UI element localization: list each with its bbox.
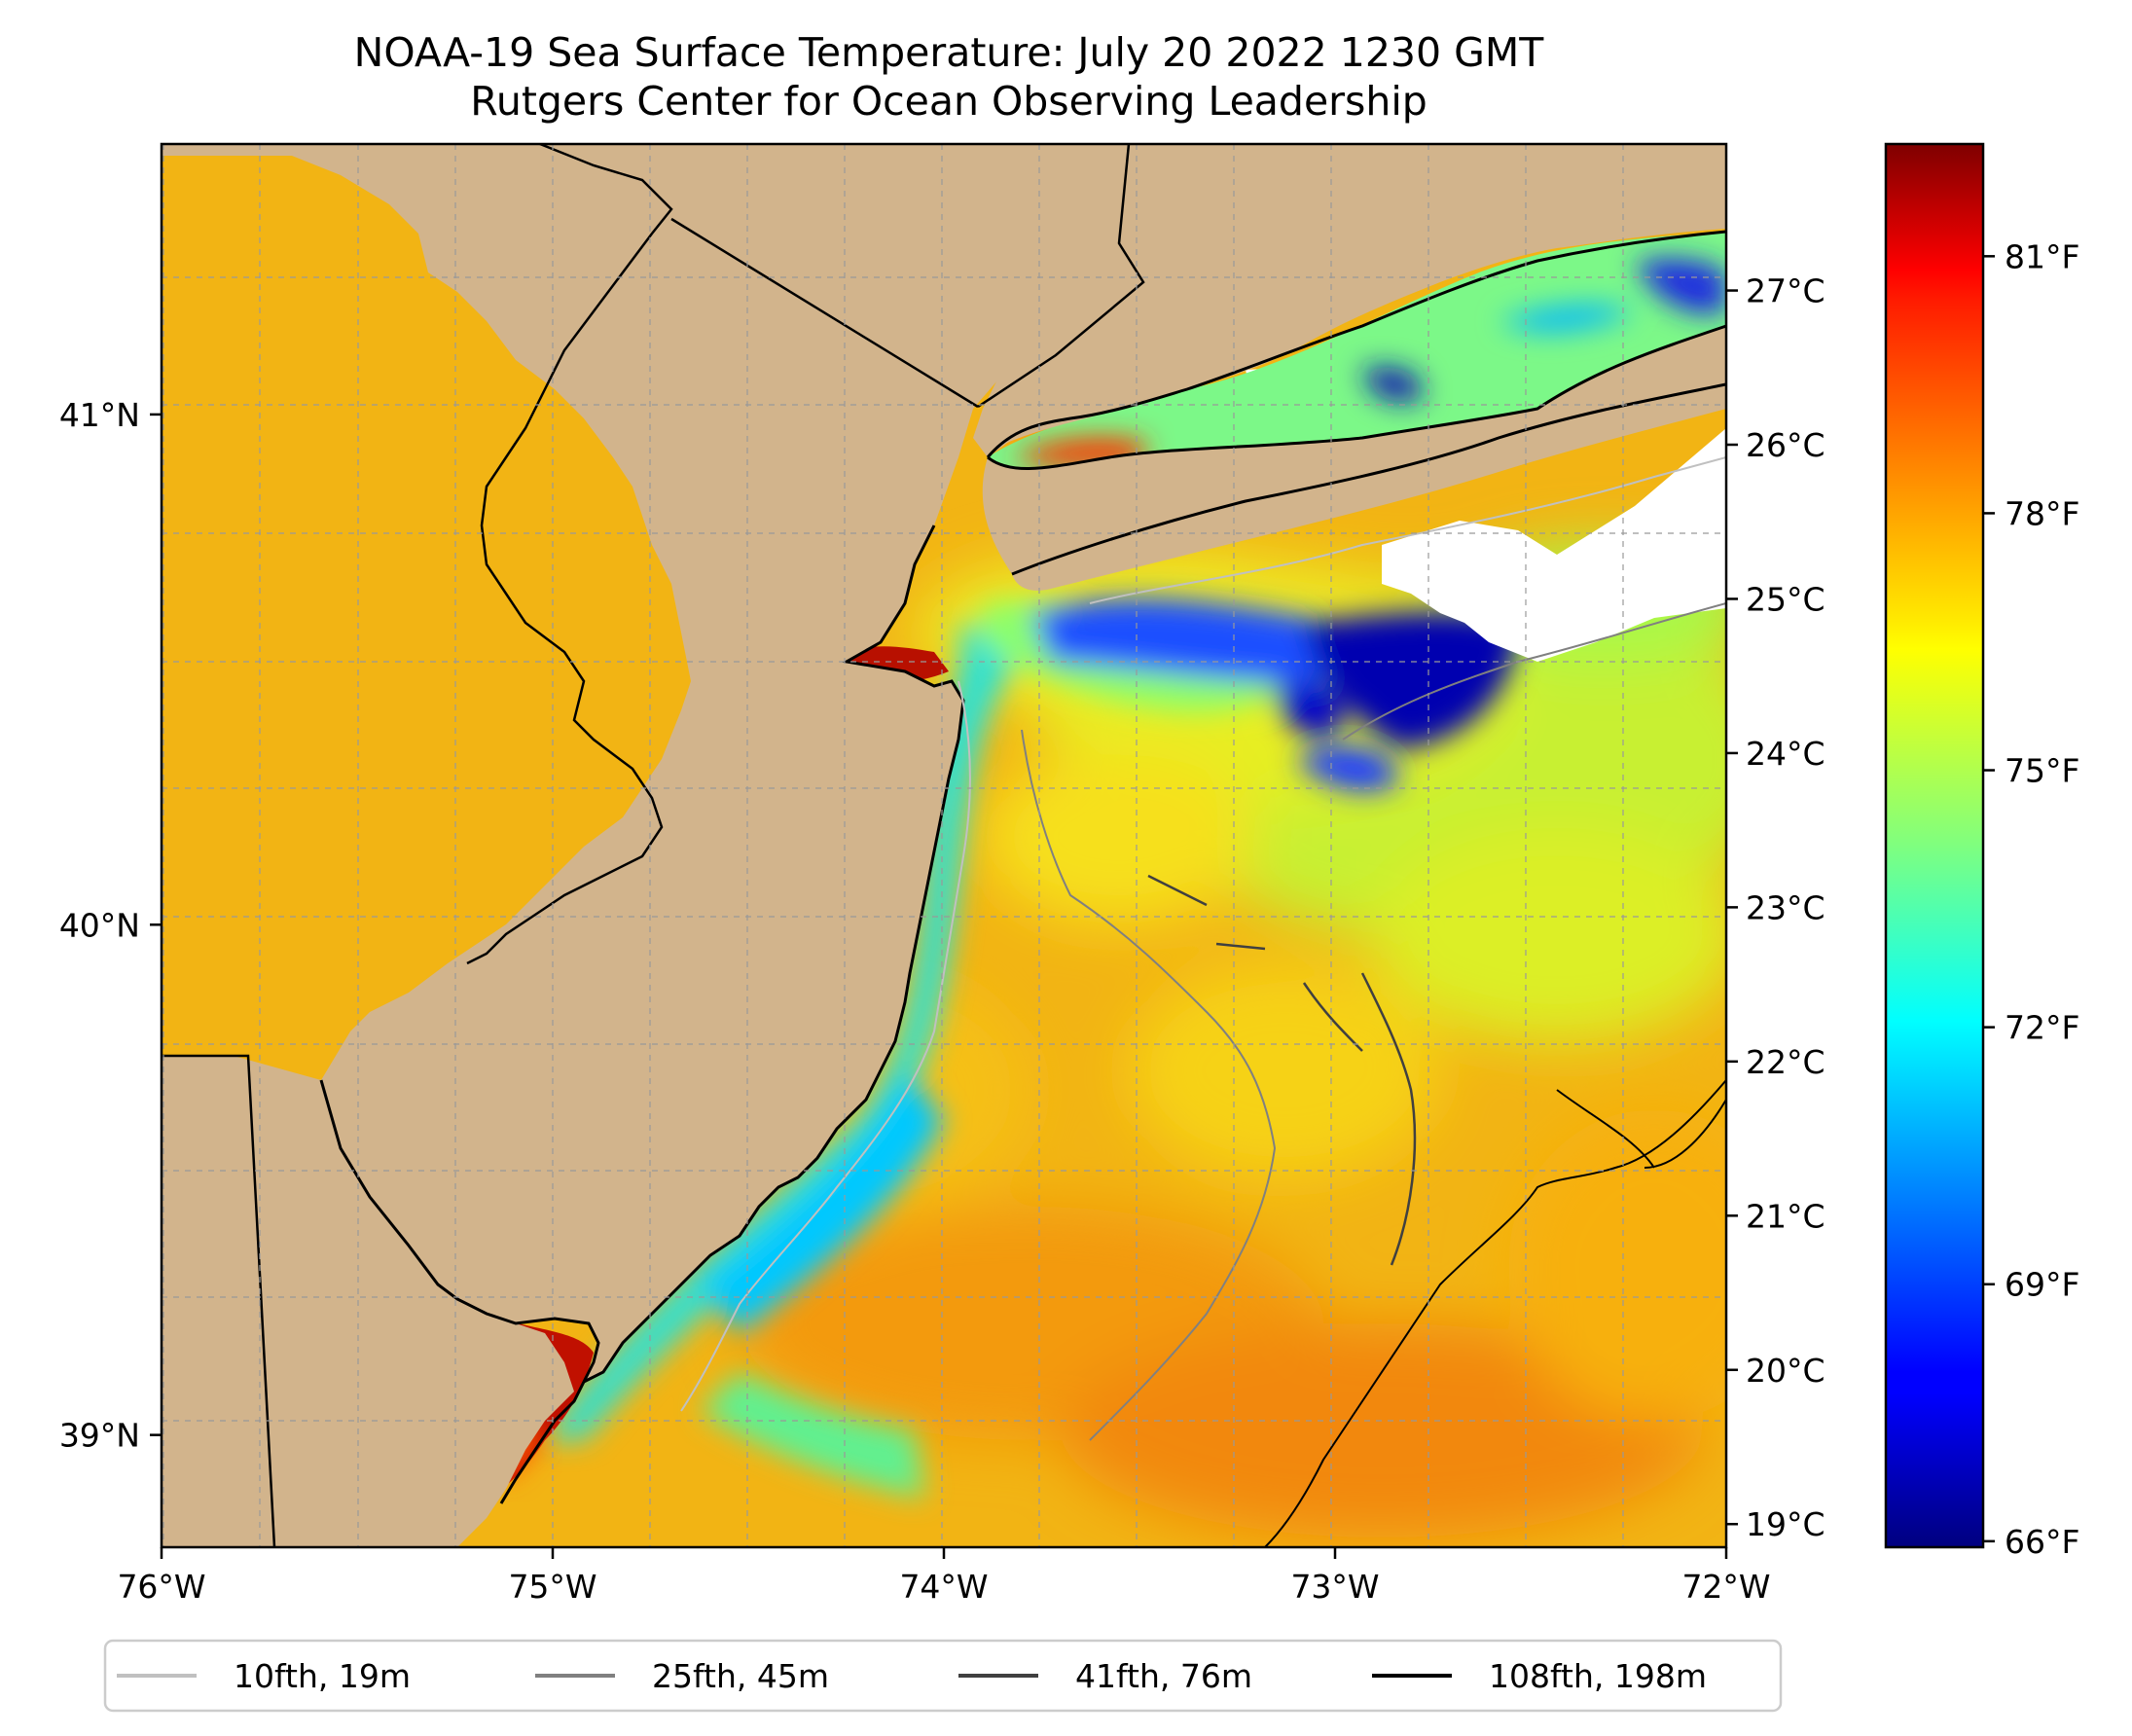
latitude-axis: 41°N 40°N 39°N xyxy=(59,396,162,1455)
state-borders xyxy=(162,144,1145,1547)
celsius-tick-label: 25°C xyxy=(1746,580,1825,618)
celsius-tick-label: 26°C xyxy=(1746,426,1825,464)
fahrenheit-tick-label: 75°F xyxy=(2005,752,2079,790)
figure-title: NOAA-19 Sea Surface Temperature: July 20… xyxy=(353,29,1544,76)
celsius-tick-label: 21°C xyxy=(1746,1197,1825,1235)
legend-label: 108fth, 198m xyxy=(1489,1657,1707,1695)
legend-box xyxy=(103,1639,1783,1713)
lon-tick-label: 76°W xyxy=(117,1568,205,1606)
lat-tick-label: 39°N xyxy=(59,1417,140,1455)
map-area xyxy=(162,144,1726,1547)
coastlines xyxy=(319,230,1726,1504)
land-masses xyxy=(162,144,1726,1547)
sst-coastal-cool-band xyxy=(545,597,1518,1499)
colorbar-celsius-axis: 19°C 20°C 21°C 22°C 23°C 24°C 25°C 26°C 27°C xyxy=(1726,272,1825,1543)
lon-tick-label: 72°W xyxy=(1681,1568,1770,1606)
celsius-tick-label: 19°C xyxy=(1746,1505,1825,1543)
legend-label: 41fth, 76m xyxy=(1075,1657,1252,1695)
celsius-tick-label: 22°C xyxy=(1746,1043,1825,1081)
lon-tick-label: 75°W xyxy=(508,1568,596,1606)
lat-tick-label: 40°N xyxy=(59,906,140,944)
colorbar xyxy=(1884,142,1985,1549)
lon-tick-label: 74°W xyxy=(899,1568,988,1606)
fahrenheit-tick-label: 81°F xyxy=(2005,237,2079,275)
celsius-tick-label: 27°C xyxy=(1746,272,1825,310)
long-island-sound xyxy=(988,232,1726,469)
figure-subtitle: Rutgers Center for Ocean Observing Leade… xyxy=(470,78,1427,125)
legend-label: 10fth, 19m xyxy=(234,1657,411,1695)
map-gridlines xyxy=(162,144,1726,1547)
contour-legend: 10fth, 19m 25fth, 45m 41fth, 76m 108fth, 19… xyxy=(103,1639,1783,1713)
celsius-tick-label: 24°C xyxy=(1746,735,1825,773)
fahrenheit-tick-label: 72°F xyxy=(2005,1009,2079,1047)
lon-tick-label: 73°W xyxy=(1290,1568,1379,1606)
celsius-tick-label: 23°C xyxy=(1746,888,1825,926)
no-data-area xyxy=(1382,428,1726,662)
fahrenheit-tick-label: 69°F xyxy=(2005,1266,2079,1304)
lat-tick-label: 41°N xyxy=(59,396,140,434)
legend-label: 25fth, 45m xyxy=(652,1657,829,1695)
fahrenheit-tick-label: 78°F xyxy=(2005,494,2079,532)
fahrenheit-tick-label: 66°F xyxy=(2005,1523,2079,1561)
celsius-tick-label: 20°C xyxy=(1746,1352,1825,1390)
longitude-axis: 76°W 75°W 74°W 73°W 72°W xyxy=(117,1547,1771,1606)
colorbar-fahrenheit-axis: 66°F 69°F 72°F 75°F 78°F 81°F xyxy=(1983,237,2079,1561)
